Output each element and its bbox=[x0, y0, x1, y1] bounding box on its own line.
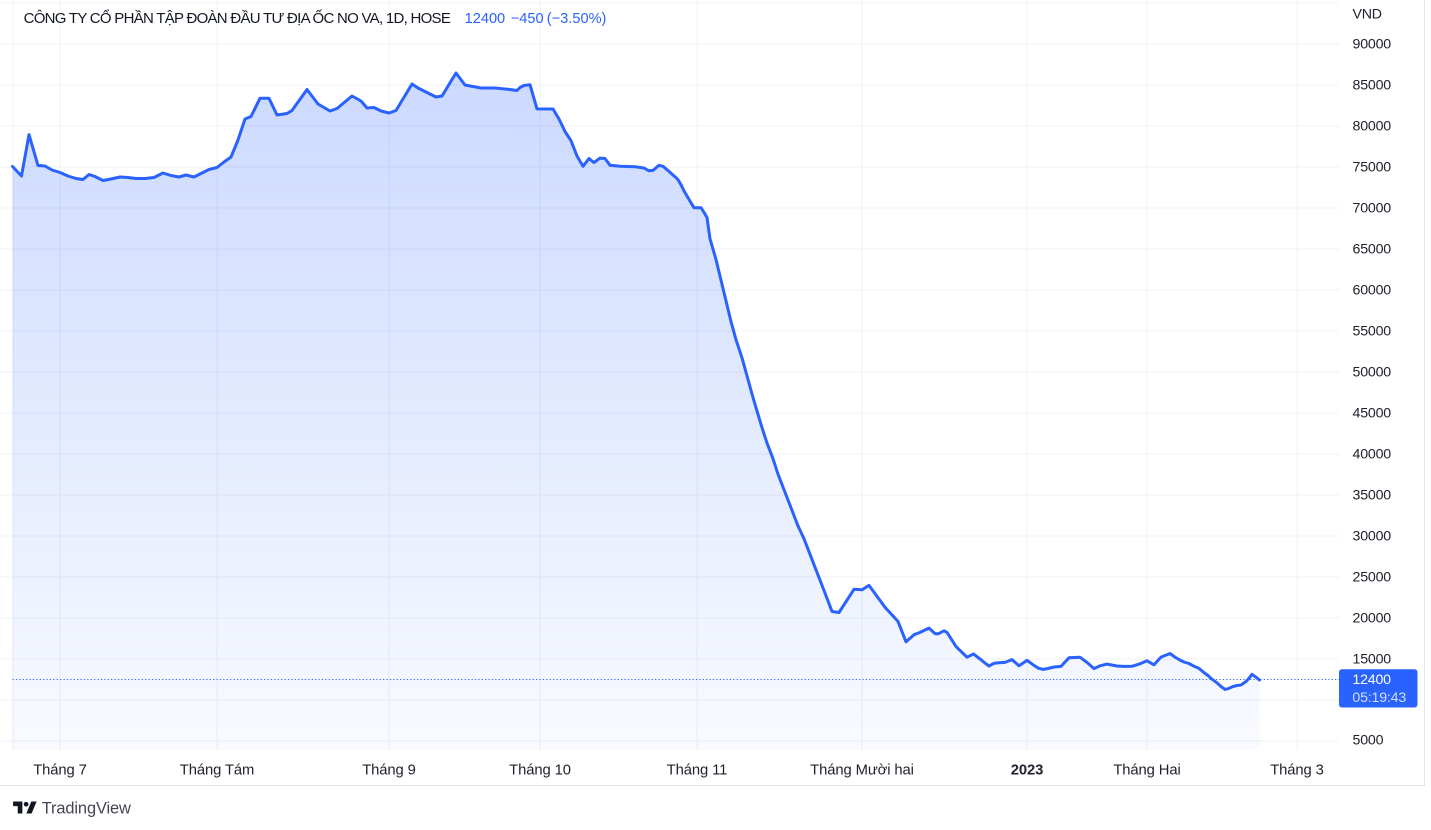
svg-text:25000: 25000 bbox=[1353, 570, 1392, 586]
svg-text:Tháng 9: Tháng 9 bbox=[362, 763, 416, 779]
svg-text:12400: 12400 bbox=[465, 11, 506, 27]
svg-text:Tháng Mười hai: Tháng Mười hai bbox=[810, 763, 914, 779]
svg-text:CÔNG TY CỔ PHẦN TẬP ĐOÀN ĐẦU T: CÔNG TY CỔ PHẦN TẬP ĐOÀN ĐẦU TƯ ĐỊA ỐC N… bbox=[24, 9, 451, 27]
svg-text:60000: 60000 bbox=[1353, 283, 1392, 299]
svg-text:Tháng 7: Tháng 7 bbox=[33, 763, 87, 779]
svg-text:Tháng 10: Tháng 10 bbox=[509, 763, 571, 779]
svg-text:5000: 5000 bbox=[1353, 733, 1384, 749]
svg-text:20000: 20000 bbox=[1353, 611, 1392, 627]
svg-text:VND: VND bbox=[1353, 7, 1382, 23]
svg-text:05:19:43: 05:19:43 bbox=[1352, 690, 1406, 706]
svg-text:Tháng Tám: Tháng Tám bbox=[180, 763, 255, 779]
svg-text:30000: 30000 bbox=[1353, 529, 1392, 545]
svg-text:Tháng Hai: Tháng Hai bbox=[1113, 763, 1180, 779]
svg-text:(−3.50%): (−3.50%) bbox=[547, 11, 607, 27]
svg-text:90000: 90000 bbox=[1353, 37, 1392, 53]
svg-text:40000: 40000 bbox=[1353, 447, 1392, 463]
svg-text:80000: 80000 bbox=[1353, 119, 1392, 135]
svg-text:Tháng 11: Tháng 11 bbox=[667, 763, 728, 779]
svg-text:2023: 2023 bbox=[1011, 763, 1044, 779]
svg-text:65000: 65000 bbox=[1353, 242, 1392, 258]
svg-text:12400: 12400 bbox=[1352, 672, 1391, 688]
svg-text:15000: 15000 bbox=[1353, 652, 1392, 668]
svg-text:−450: −450 bbox=[511, 11, 544, 27]
svg-text:Tháng 3: Tháng 3 bbox=[1270, 763, 1324, 779]
svg-text:TradingView: TradingView bbox=[42, 799, 131, 817]
svg-text:70000: 70000 bbox=[1353, 201, 1392, 217]
svg-text:35000: 35000 bbox=[1353, 488, 1392, 504]
svg-text:55000: 55000 bbox=[1353, 324, 1392, 340]
svg-text:75000: 75000 bbox=[1353, 160, 1392, 176]
svg-text:85000: 85000 bbox=[1353, 78, 1392, 94]
svg-text:45000: 45000 bbox=[1353, 406, 1392, 422]
svg-text:50000: 50000 bbox=[1353, 365, 1392, 381]
